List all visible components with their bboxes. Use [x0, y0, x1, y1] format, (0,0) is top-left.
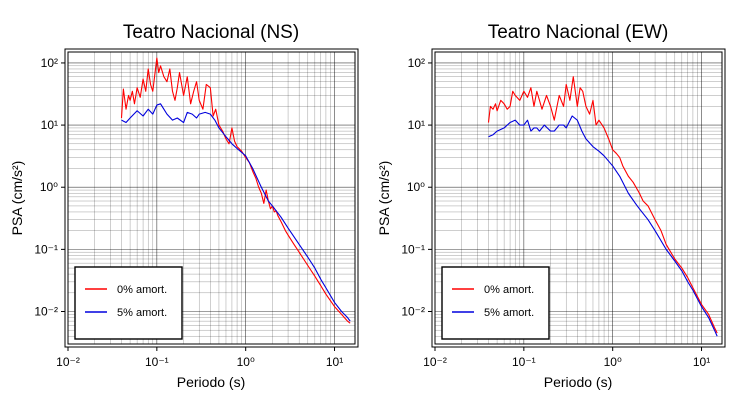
chart-ns-ytick-label: 10⁻²: [34, 305, 58, 319]
chart-ew-xtick-label: 10⁻²: [423, 355, 447, 369]
chart-ew-ytick-label: 10⁻²: [401, 305, 425, 319]
chart-ns-ytick-label: 10²: [41, 56, 58, 70]
chart-ns-xlabel: Periodo (s): [177, 374, 245, 390]
chart-ns: Teatro Nacional (NS) Periodo (s) PSA (cm…: [9, 22, 359, 390]
chart-ew-xtick-label: 10⁻¹: [512, 355, 536, 369]
chart-ew-frame-outer: [431, 48, 726, 348]
chart-ew-ytick-label: 10¹: [408, 118, 425, 132]
chart-ew-legend-label-1: 5% amort.: [484, 307, 534, 319]
chart-ew-title: Teatro Nacional (EW): [488, 22, 669, 43]
chart-ns-xtick-label: 10⁻²: [56, 355, 80, 369]
chart-ns-ytick-label: 10¹: [41, 118, 58, 132]
chart-ns-series-0-line: [120, 57, 351, 324]
chart-ew-legend-label-0: 0% amort.: [484, 284, 534, 296]
chart-ew-xlabel: Periodo (s): [544, 374, 612, 390]
chart-ns-legend-label-0: 0% amort.: [117, 284, 167, 296]
chart-ns-frame-outer: [64, 48, 359, 348]
chart-ew-grid: [434, 52, 722, 345]
chart-ew-legend: 0% amort. 5% amort.: [441, 266, 550, 340]
chart-ew-series-0-line: [487, 76, 718, 334]
chart-ns-ylabel: PSA (cm/s²): [9, 161, 25, 236]
chart-ew-xtick-label: 10¹: [693, 355, 710, 369]
chart-ew-series-1-line: [488, 115, 718, 337]
chart-ns-ytick-label: 10⁻¹: [34, 242, 58, 256]
chart-ew-ytick-label: 10⁰: [407, 180, 425, 194]
chart-ew-ytick-label: 10⁻¹: [401, 242, 425, 256]
chart-ew-frame: [434, 51, 723, 345]
chart-ns-title: Teatro Nacional (NS): [123, 22, 299, 43]
chart-ns-xtick-label: 10¹: [326, 355, 343, 369]
chart-ns-legend-label-1: 5% amort.: [117, 307, 167, 319]
chart-ew-ylabel: PSA (cm/s²): [376, 161, 392, 236]
chart-ns-frame: [67, 51, 356, 345]
chart-ns-xtick-label: 10⁰: [237, 355, 255, 369]
chart-ew-ytick-label: 10²: [408, 56, 425, 70]
chart-ns-ytick-label: 10⁰: [40, 180, 58, 194]
chart-ns-xtick-label: 10⁻¹: [145, 355, 169, 369]
chart-ns-series-1-line: [121, 103, 351, 322]
chart-ew: Teatro Nacional (EW) Periodo (s) PSA (cm…: [376, 22, 726, 390]
chart-ew-legend-box: [441, 266, 550, 340]
chart-ns-legend-box: [74, 266, 183, 340]
chart-ns-legend: 0% amort. 5% amort.: [74, 266, 183, 340]
chart-ew-xtick-label: 10⁰: [604, 355, 622, 369]
